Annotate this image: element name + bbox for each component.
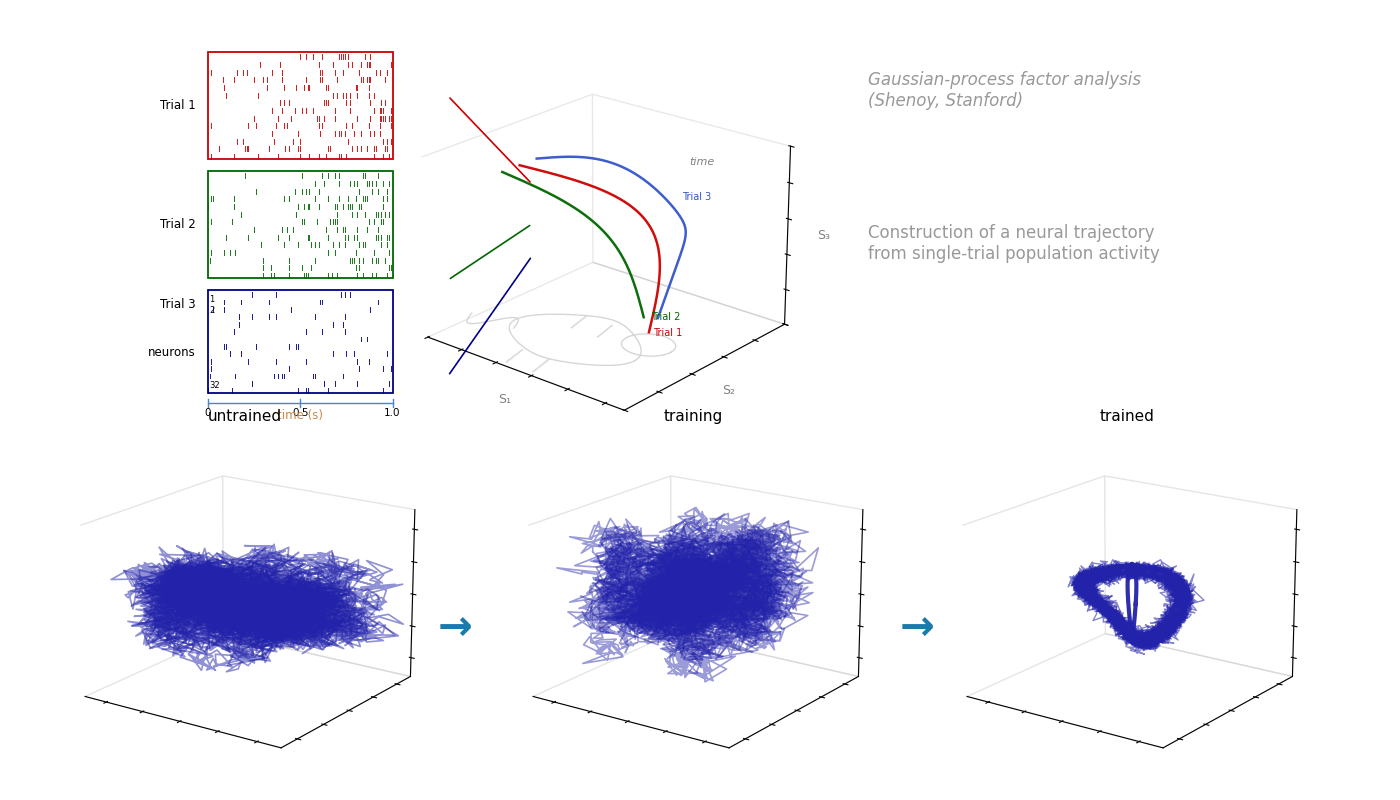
- Text: 2: 2: [210, 306, 214, 315]
- Title: trained: trained: [1099, 409, 1155, 424]
- Text: 0.5: 0.5: [293, 408, 308, 418]
- Text: time (s): time (s): [277, 409, 323, 422]
- Bar: [207, 170, 392, 278]
- Text: →: →: [438, 607, 472, 649]
- Bar: [207, 51, 392, 159]
- Text: Trial 1: Trial 1: [160, 98, 196, 112]
- Title: untrained: untrained: [209, 409, 281, 424]
- Text: neurons: neurons: [147, 346, 196, 359]
- Title: training: training: [664, 409, 722, 424]
- Text: Trial 2: Trial 2: [160, 218, 196, 231]
- Text: 1.0: 1.0: [385, 408, 400, 418]
- Text: Construction of a neural trajectory
from single-trial population activity: Construction of a neural trajectory from…: [868, 224, 1159, 263]
- Text: Trial 3: Trial 3: [160, 298, 196, 311]
- Text: 1: 1: [210, 294, 214, 304]
- Y-axis label: S₂: S₂: [722, 384, 735, 397]
- Text: →: →: [900, 607, 934, 649]
- Bar: [207, 290, 392, 394]
- X-axis label: S₁: S₁: [498, 393, 511, 406]
- Text: 32: 32: [210, 381, 220, 390]
- Text: Gaussian-process factor analysis
(Shenoy, Stanford): Gaussian-process factor analysis (Shenoy…: [868, 70, 1141, 110]
- Text: 0: 0: [204, 408, 211, 418]
